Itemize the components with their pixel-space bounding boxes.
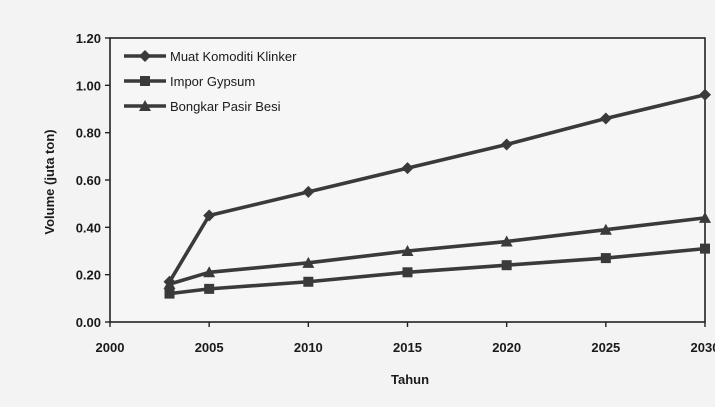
data-point-triangle: [401, 245, 414, 256]
data-point-square: [164, 288, 175, 299]
tick-layer: 0.00 0.20 0.40 0.60 0.80 1.00 1.20 2000 2005 2010…: [76, 31, 715, 355]
data-point-triangle: [500, 235, 513, 247]
legend-label: Muat Komoditi Klinker: [170, 49, 297, 64]
y-axis-title: Volume (juta ton): [42, 129, 57, 234]
legend-label: Bongkar Pasir Besi: [170, 99, 281, 114]
legend-marker-square: [140, 76, 150, 86]
data-point-square: [402, 267, 413, 278]
data-point-triangle: [599, 223, 612, 235]
data-point-square: [204, 283, 215, 294]
data-point-square: [501, 260, 512, 271]
x-tick-label: 2030: [691, 340, 715, 355]
data-point-triangle: [699, 211, 711, 223]
data-point-diamond: [401, 162, 414, 175]
y-tick-label: 1.00: [76, 78, 101, 93]
legend-marker-triangle: [139, 100, 151, 111]
data-point-square: [600, 253, 611, 264]
y-tick-label: 0.00: [76, 315, 101, 330]
data-point-triangle: [302, 256, 315, 268]
data-point-diamond: [699, 88, 711, 101]
data-point-diamond: [302, 185, 315, 198]
legend-label: Impor Gypsum: [170, 74, 255, 89]
data-point-diamond: [203, 209, 216, 222]
x-tick-label: 2020: [492, 340, 521, 355]
x-tick-label: 2005: [195, 340, 224, 355]
x-tick-label: 2025: [591, 340, 620, 355]
x-axis-title: Tahun: [391, 372, 429, 387]
y-tick-label: 0.40: [76, 220, 101, 235]
x-tick-label: 2010: [294, 340, 323, 355]
legend: Muat Komoditi Klinker Impor Gypsum Bongkar…: [124, 49, 297, 114]
y-tick-label: 0.80: [76, 126, 101, 141]
y-tick-label: 0.20: [76, 268, 101, 283]
data-point-triangle: [203, 266, 216, 278]
x-tick-label: 2000: [96, 340, 125, 355]
legend-marker-diamond: [139, 50, 151, 62]
data-point-triangle: [163, 278, 176, 290]
series-layer: [163, 88, 711, 299]
data-point-square: [700, 243, 710, 254]
x-tick-label: 2015: [393, 340, 422, 355]
y-tick-label: 0.60: [76, 173, 101, 188]
y-tick-label: 1.20: [76, 31, 101, 46]
data-point-diamond: [500, 138, 513, 151]
data-point-diamond: [599, 112, 612, 125]
data-point-square: [303, 276, 314, 287]
